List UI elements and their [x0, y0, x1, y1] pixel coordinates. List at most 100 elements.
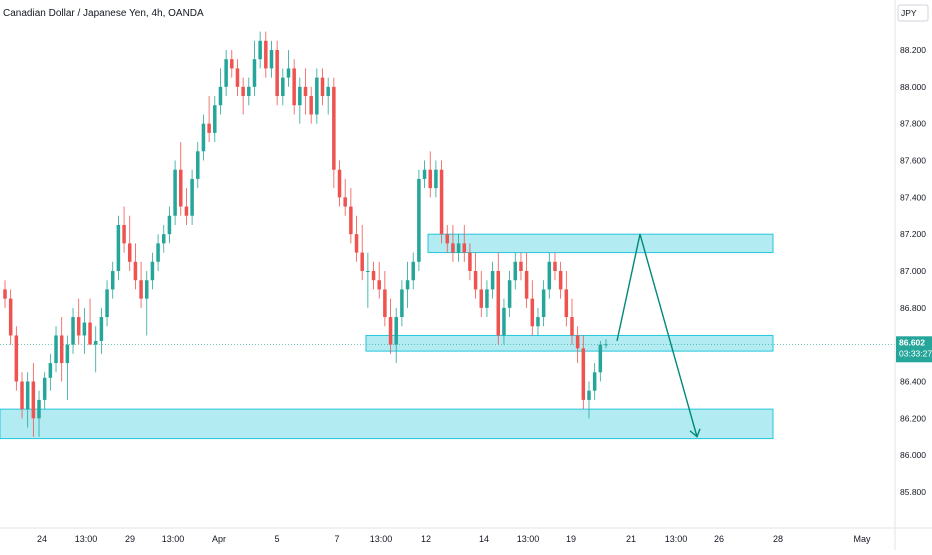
candle-body — [434, 169, 438, 189]
candle-body — [196, 151, 200, 179]
candle-body — [258, 40, 262, 60]
candle-body — [445, 234, 450, 244]
candle-body — [207, 123, 211, 133]
time-axis-tick: 28 — [773, 534, 783, 544]
candle-body — [252, 59, 257, 87]
support-resistance-zone — [427, 233, 774, 254]
candle-body — [82, 322, 87, 336]
candle-body — [524, 271, 529, 299]
candle-body — [224, 59, 228, 87]
candle-body — [309, 96, 313, 115]
price-axis-tick: 88.000 — [900, 82, 926, 92]
candle-body — [264, 40, 268, 69]
candle-body — [581, 348, 586, 400]
price-axis-tick: 87.800 — [900, 119, 926, 129]
candle-body — [235, 68, 240, 87]
candle-body — [25, 381, 30, 410]
candle-body — [507, 280, 512, 308]
candle-body — [343, 197, 347, 207]
projection-arrow — [616, 233, 701, 438]
candle-body — [201, 123, 206, 152]
candle-body — [388, 317, 393, 345]
candle-body — [54, 335, 58, 364]
candle-body — [439, 169, 444, 235]
candle-body — [173, 169, 177, 216]
candle-body — [587, 390, 591, 400]
candle-body — [303, 86, 308, 97]
candle-body — [377, 280, 381, 290]
candle-body — [394, 317, 398, 345]
time-axis-tick: 13:00 — [162, 534, 185, 544]
time-axis-tick: 26 — [714, 534, 724, 544]
candle-body — [14, 335, 19, 382]
price-axis-tick: 86.200 — [900, 413, 926, 423]
candles-layer — [3, 31, 608, 437]
time-axis-tick: 21 — [626, 534, 636, 544]
price-axis-tick: 87.600 — [900, 156, 926, 166]
time-axis-tick: 7 — [334, 534, 339, 544]
candle-body — [411, 261, 415, 281]
candle-body — [405, 280, 410, 290]
candle-body — [179, 169, 183, 207]
candle-body — [558, 271, 563, 290]
candle-body — [20, 381, 24, 410]
time-axis-tick: 13:00 — [75, 534, 98, 544]
price-axis-tick: 86.800 — [900, 303, 926, 313]
candle-body — [116, 224, 121, 271]
candle-body — [99, 317, 104, 341]
candle-body — [564, 289, 569, 318]
candle-body — [105, 289, 109, 318]
candle-body — [320, 77, 325, 97]
candle-body — [139, 280, 143, 299]
candle-body — [468, 252, 472, 271]
candle-body — [473, 271, 478, 290]
zones-layer — [0, 233, 774, 440]
candle-body — [213, 105, 217, 133]
currency-badge[interactable] — [897, 4, 929, 22]
candle-body — [530, 298, 535, 327]
candle-body — [354, 234, 359, 253]
candle-body — [371, 271, 376, 281]
candle-body — [462, 243, 467, 253]
candle-body — [230, 59, 234, 69]
chart-title: Canadian Dollar / Japanese Yen, 4h, OAND… — [3, 8, 204, 19]
candle-body — [122, 224, 126, 244]
candle-body — [247, 86, 251, 97]
candle-body — [349, 206, 353, 235]
support-resistance-zone — [0, 408, 774, 440]
candle-body — [133, 261, 138, 281]
time-axis-tick: 24 — [37, 534, 47, 544]
last-price-label-bg — [896, 336, 932, 363]
candle-body — [496, 271, 501, 336]
candle-body — [8, 298, 13, 336]
candle-body — [218, 86, 223, 106]
price-axis-tick: 87.200 — [900, 229, 926, 239]
price-axis-tick: 88.200 — [900, 45, 926, 55]
support-resistance-zone — [365, 334, 774, 352]
candle-body — [547, 261, 552, 290]
candle-body — [315, 77, 319, 115]
price-axis-tick: 87.400 — [900, 192, 926, 202]
last-price-label: 86.602 03:33:27 — [896, 336, 932, 363]
currency-label: JPY — [901, 8, 917, 18]
price-axis[interactable]: 88.200 88.000 87.800 87.600 87.400 87.200 87.0… — [900, 45, 926, 497]
candle-body — [428, 169, 432, 189]
candle-body — [161, 234, 166, 244]
candle-body — [541, 289, 546, 318]
candle-body — [110, 271, 115, 290]
candle-body — [76, 317, 81, 336]
candle-body — [59, 335, 64, 364]
time-axis[interactable]: 24 13:00 29 13:00 Apr 5 7 13:00 12 14 13:00 19 21 13:… — [37, 534, 871, 544]
candle-body — [190, 178, 194, 216]
candle-body — [93, 340, 98, 345]
candle-body — [298, 86, 302, 106]
time-axis-tick: May — [853, 534, 871, 544]
candle-body — [383, 289, 387, 318]
candle-body — [144, 280, 149, 299]
price-axis-tick: 86.000 — [900, 450, 926, 460]
candle-body — [553, 261, 557, 271]
candle-body — [286, 68, 291, 78]
candle-body — [42, 377, 47, 400]
